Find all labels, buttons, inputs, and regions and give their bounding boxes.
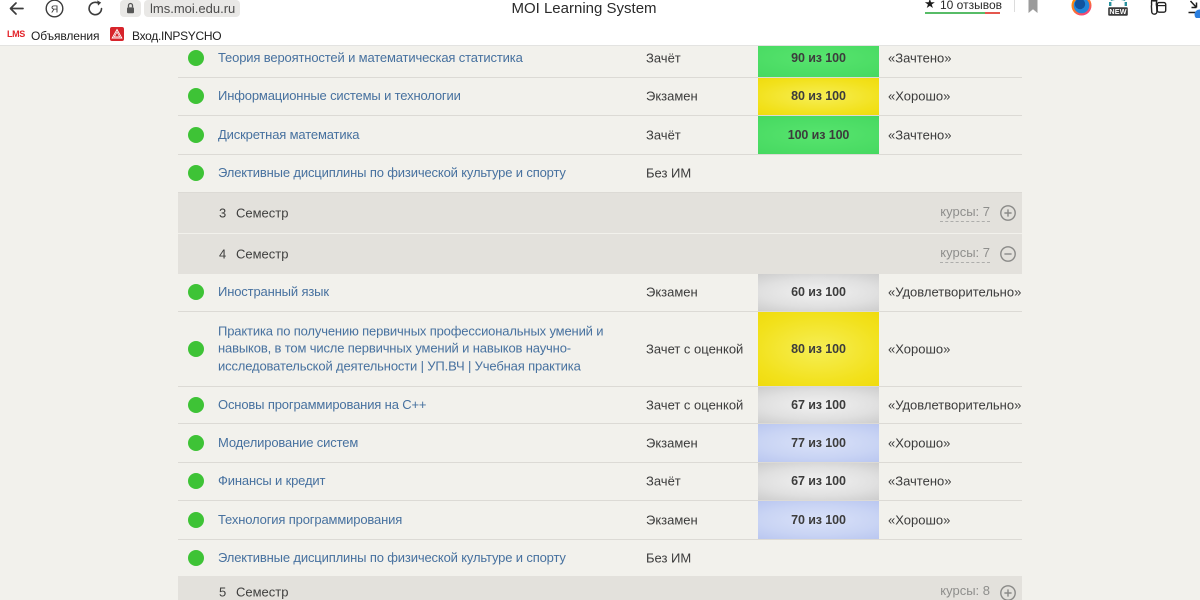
svg-text:Я: Я [51, 4, 59, 16]
svg-text:NEW: NEW [1109, 7, 1126, 16]
